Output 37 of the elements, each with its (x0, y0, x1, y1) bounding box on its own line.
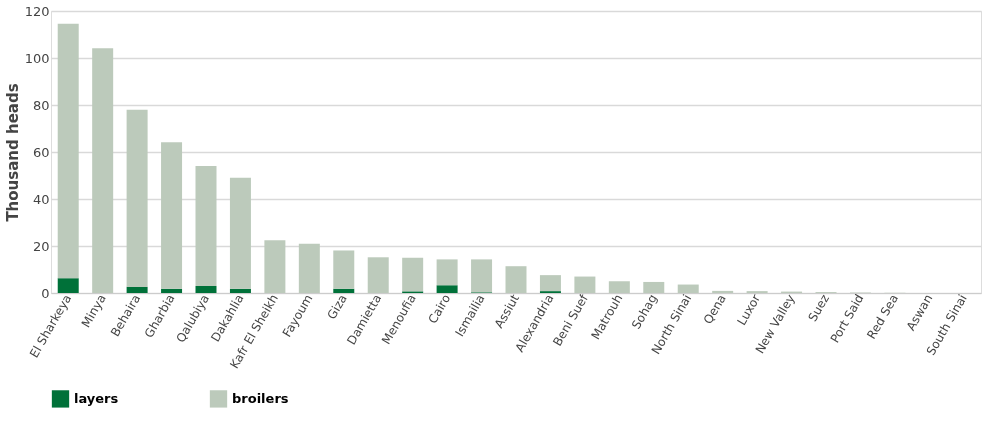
y-tick-label: 120 (24, 3, 50, 19)
bar (402, 257, 424, 292)
bar (298, 243, 320, 293)
bar (471, 259, 493, 293)
legend-label: layers (74, 390, 119, 406)
bar (229, 177, 251, 289)
bar (436, 285, 458, 293)
legend-label: broilers (232, 390, 289, 406)
bar (333, 288, 355, 293)
y-tick-label: 100 (24, 50, 50, 66)
bar (677, 284, 699, 293)
bar (643, 281, 665, 293)
bar (539, 275, 561, 292)
bar (712, 290, 734, 293)
bar (57, 23, 79, 279)
bar (608, 281, 630, 293)
bar (161, 288, 183, 293)
bar (574, 276, 596, 293)
bar (367, 257, 389, 293)
bar (195, 166, 217, 286)
bar (229, 288, 251, 293)
y-tick-label: 80 (32, 97, 50, 113)
bar (92, 48, 114, 293)
y-tick-label: 20 (32, 238, 50, 254)
bar (505, 266, 527, 293)
y-tick-label: 0 (41, 285, 50, 301)
y-tick-label: 60 (32, 144, 50, 160)
y-axis-title: Thousand heads (3, 83, 22, 222)
bar (126, 286, 148, 293)
bar (333, 250, 355, 289)
bar (126, 109, 148, 287)
bar (264, 240, 286, 293)
bar (57, 278, 79, 293)
bar (436, 259, 458, 286)
bar (161, 142, 183, 289)
bar (195, 285, 217, 293)
y-tick-label: 40 (32, 191, 50, 207)
